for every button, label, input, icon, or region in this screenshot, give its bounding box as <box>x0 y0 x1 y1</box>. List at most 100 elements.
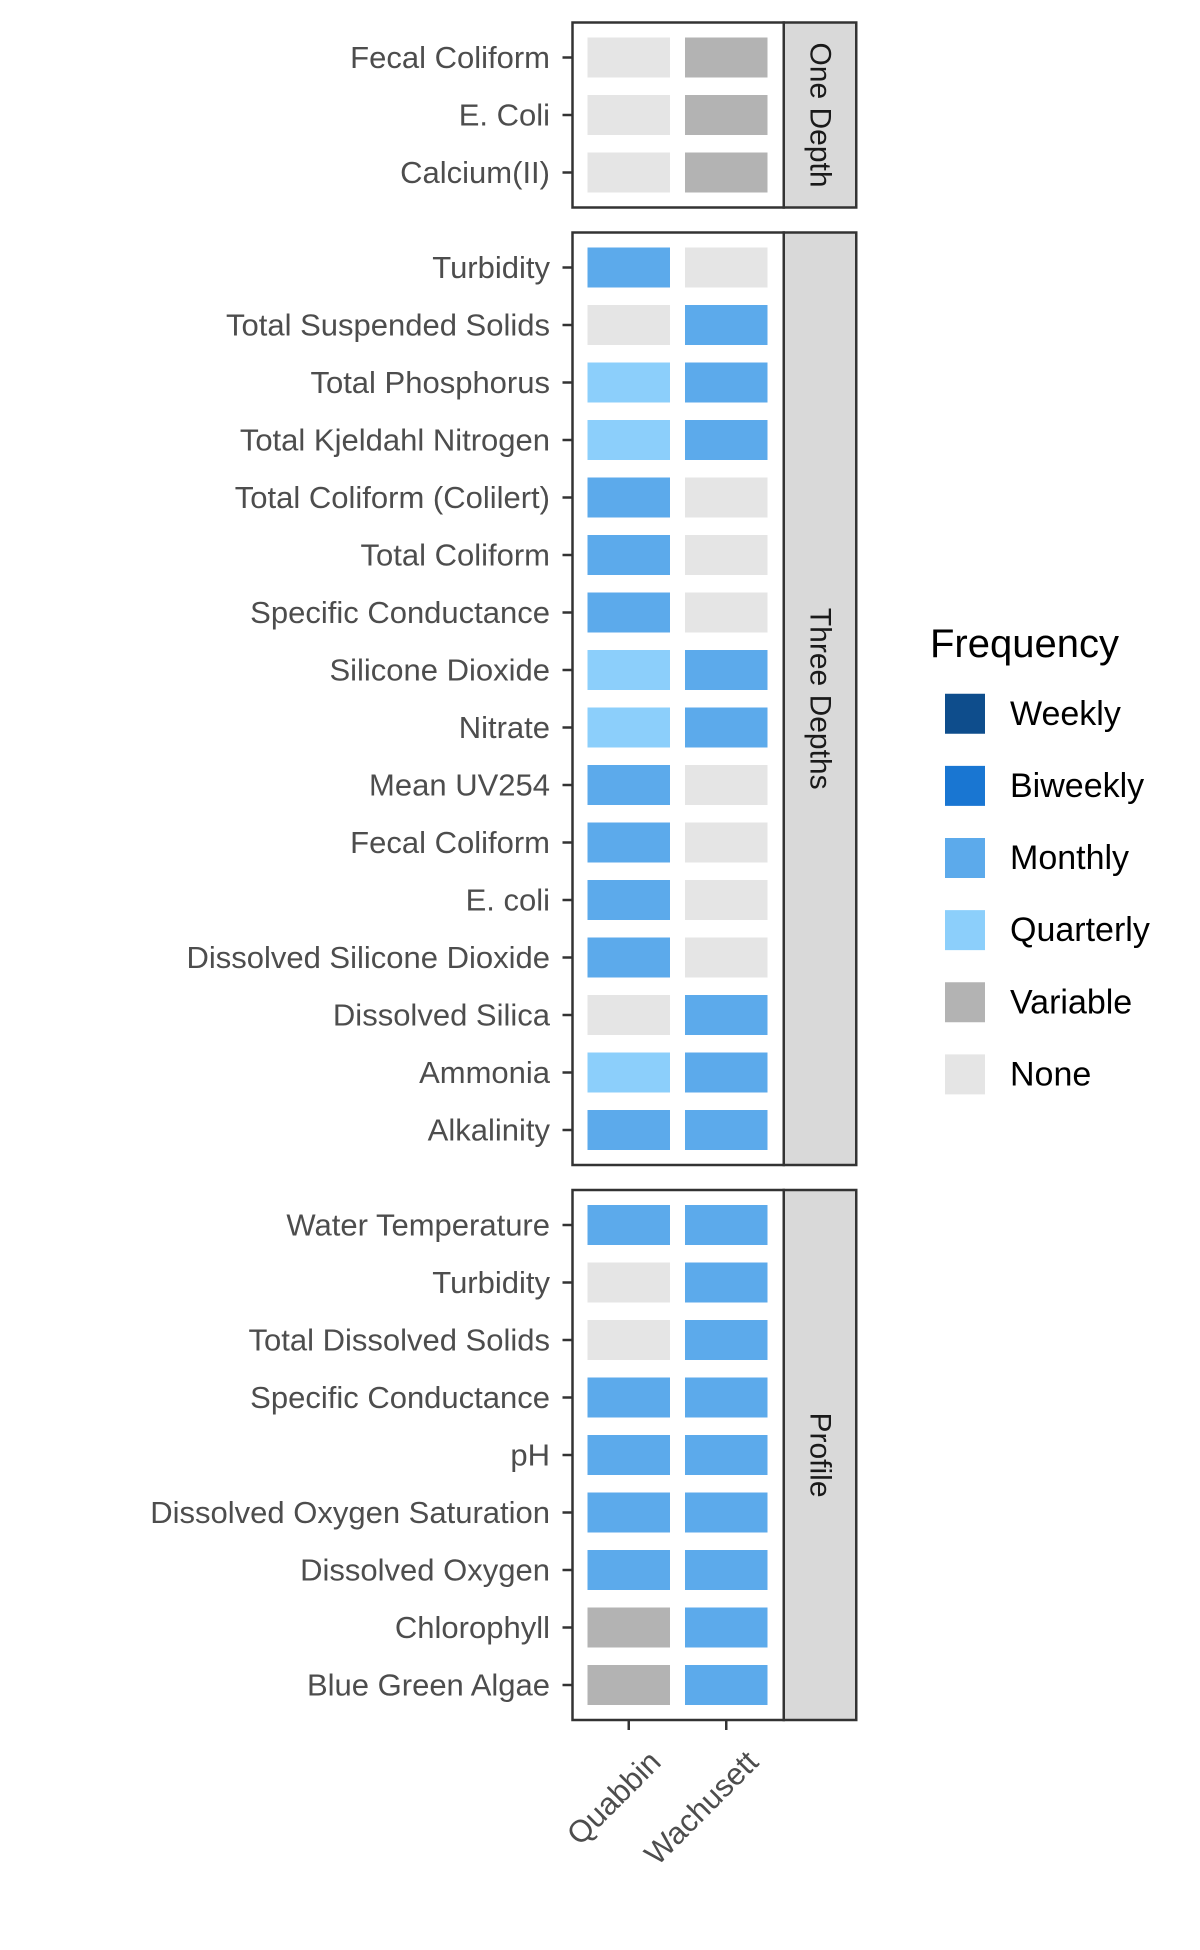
heatmap-cell <box>685 1607 768 1648</box>
legend-key-label: Biweekly <box>1010 767 1144 805</box>
legend-key-swatch <box>945 1054 985 1095</box>
y-tick-label: Fecal Coliform <box>350 40 550 75</box>
heatmap-cell <box>587 1205 670 1245</box>
heatmap-cell <box>685 1435 768 1475</box>
facet-strip <box>782 21 858 209</box>
y-tick-label: Total Suspended Solids <box>226 308 550 343</box>
heatmap-cell <box>587 880 670 920</box>
y-tick-label: E. Coli <box>459 98 550 133</box>
heatmap-cell <box>685 880 768 920</box>
y-tick-label: E. coli <box>466 883 550 918</box>
heatmap-cell <box>685 420 768 460</box>
heatmap-cell <box>685 247 768 288</box>
y-tick-label: Total Dissolved Solids <box>248 1323 550 1358</box>
facet-panel-profile: Profile Water Temperature Turbidity Total D… <box>150 1188 858 1722</box>
heatmap-cell <box>685 822 768 863</box>
y-tick-label: Dissolved Silicone Dioxide <box>186 940 550 975</box>
heatmap-cell <box>685 707 768 748</box>
y-tick-label: Nitrate <box>459 710 550 745</box>
y-tick-label: Dissolved Oxygen Saturation <box>150 1495 550 1530</box>
heatmap-cell <box>587 1052 670 1093</box>
heatmap-cell <box>587 937 670 978</box>
y-tick-label: Specific Conductance <box>250 595 550 630</box>
y-tick-label: Water Temperature <box>286 1208 550 1243</box>
legend-key-swatch <box>945 693 985 734</box>
y-tick-label: Specific Conductance <box>250 1380 550 1415</box>
legend-key-label: None <box>1010 1055 1091 1093</box>
heatmap-cell <box>685 37 768 78</box>
y-tick-label: Chlorophyll <box>395 1610 550 1645</box>
facet-strip-label: One Depth <box>804 42 837 187</box>
y-tick-label: Total Coliform (Colilert) <box>235 480 550 515</box>
heatmap-cell <box>587 707 670 748</box>
heatmap-cell <box>685 995 768 1035</box>
y-tick-label: Mean UV254 <box>369 768 550 803</box>
y-tick-label: Fecal Coliform <box>350 825 550 860</box>
heatmap-cell <box>685 535 768 575</box>
y-tick-label: Total Phosphorus <box>310 365 550 400</box>
heatmap-cell <box>587 37 670 78</box>
facet-strip-label: Profile <box>804 1412 837 1497</box>
legend-key-swatch <box>945 982 985 1023</box>
heatmap-cell <box>587 1262 670 1303</box>
heatmap-cell <box>685 650 768 690</box>
heatmap-cell <box>587 1550 670 1590</box>
heatmap-cell <box>587 1110 670 1150</box>
heatmap-cell <box>587 152 670 193</box>
heatmap-cell <box>587 1320 670 1360</box>
heatmap-cell <box>587 650 670 690</box>
heatmap-cell <box>587 477 670 518</box>
heatmap-cell <box>685 1052 768 1093</box>
heatmap-cell <box>685 1205 768 1245</box>
heatmap-cell <box>587 592 670 633</box>
y-tick-label: Turbidity <box>432 250 550 285</box>
legend-key-swatch <box>945 765 985 806</box>
legend-key-label: Weekly <box>1010 695 1121 733</box>
y-tick-label: Calcium(II) <box>400 155 550 190</box>
facet-strip-label: Three Depths <box>804 608 837 790</box>
legend-key-swatch <box>945 838 985 878</box>
legend-key-swatch <box>945 910 985 951</box>
facet-panel-one-depth: One Depth Fecal Coliform E. Coli Calcium(II… <box>350 21 858 209</box>
heatmap-cell <box>587 247 670 288</box>
heatmap-cell <box>685 1110 768 1150</box>
y-tick-label: Ammonia <box>419 1055 551 1090</box>
y-tick-label: Dissolved Silica <box>333 998 551 1033</box>
y-tick-label: Total Coliform <box>361 538 551 573</box>
facet-strip <box>782 1188 858 1722</box>
heatmap-cell <box>685 937 768 978</box>
heatmap-cell <box>587 95 670 135</box>
heatmap-cell <box>685 1550 768 1590</box>
heatmap-cell <box>685 152 768 193</box>
legend-key-label: Variable <box>1010 983 1132 1021</box>
legend-title: Frequency <box>930 622 1119 666</box>
heatmap-cell <box>587 765 670 805</box>
y-tick-label: Total Kjeldahl Nitrogen <box>240 423 550 458</box>
heatmap-cell <box>685 1377 768 1418</box>
heatmap-cell <box>587 305 670 345</box>
heatmap-cell <box>685 765 768 805</box>
heatmap-cell <box>685 1262 768 1303</box>
facet-panel-three-depths: Three Depths Turbidity Total Suspended Sol… <box>186 231 858 1167</box>
y-tick-label: Dissolved Oxygen <box>300 1553 550 1588</box>
heatmap-cell <box>587 1377 670 1418</box>
heatmap-cell <box>587 1607 670 1648</box>
legend-key-label: Quarterly <box>1010 911 1150 949</box>
heatmap-cell <box>685 592 768 633</box>
heatmap-cell <box>685 477 768 518</box>
heatmap-cell <box>685 305 768 345</box>
heatmap-cell <box>685 1492 768 1533</box>
y-tick-label: Turbidity <box>432 1265 550 1300</box>
heatmap-cell <box>587 995 670 1035</box>
heatmap-cell <box>685 1320 768 1360</box>
heatmap-cell <box>685 1665 768 1705</box>
heatmap-cell <box>587 362 670 403</box>
y-tick-label: Alkalinity <box>428 1113 551 1148</box>
heatmap-cell <box>587 1665 670 1705</box>
y-tick-label: Silicone Dioxide <box>329 653 550 688</box>
heatmap-cell <box>685 95 768 135</box>
heatmap-cell <box>587 822 670 863</box>
legend-key-label: Monthly <box>1010 839 1129 877</box>
facet-strip <box>782 231 858 1167</box>
